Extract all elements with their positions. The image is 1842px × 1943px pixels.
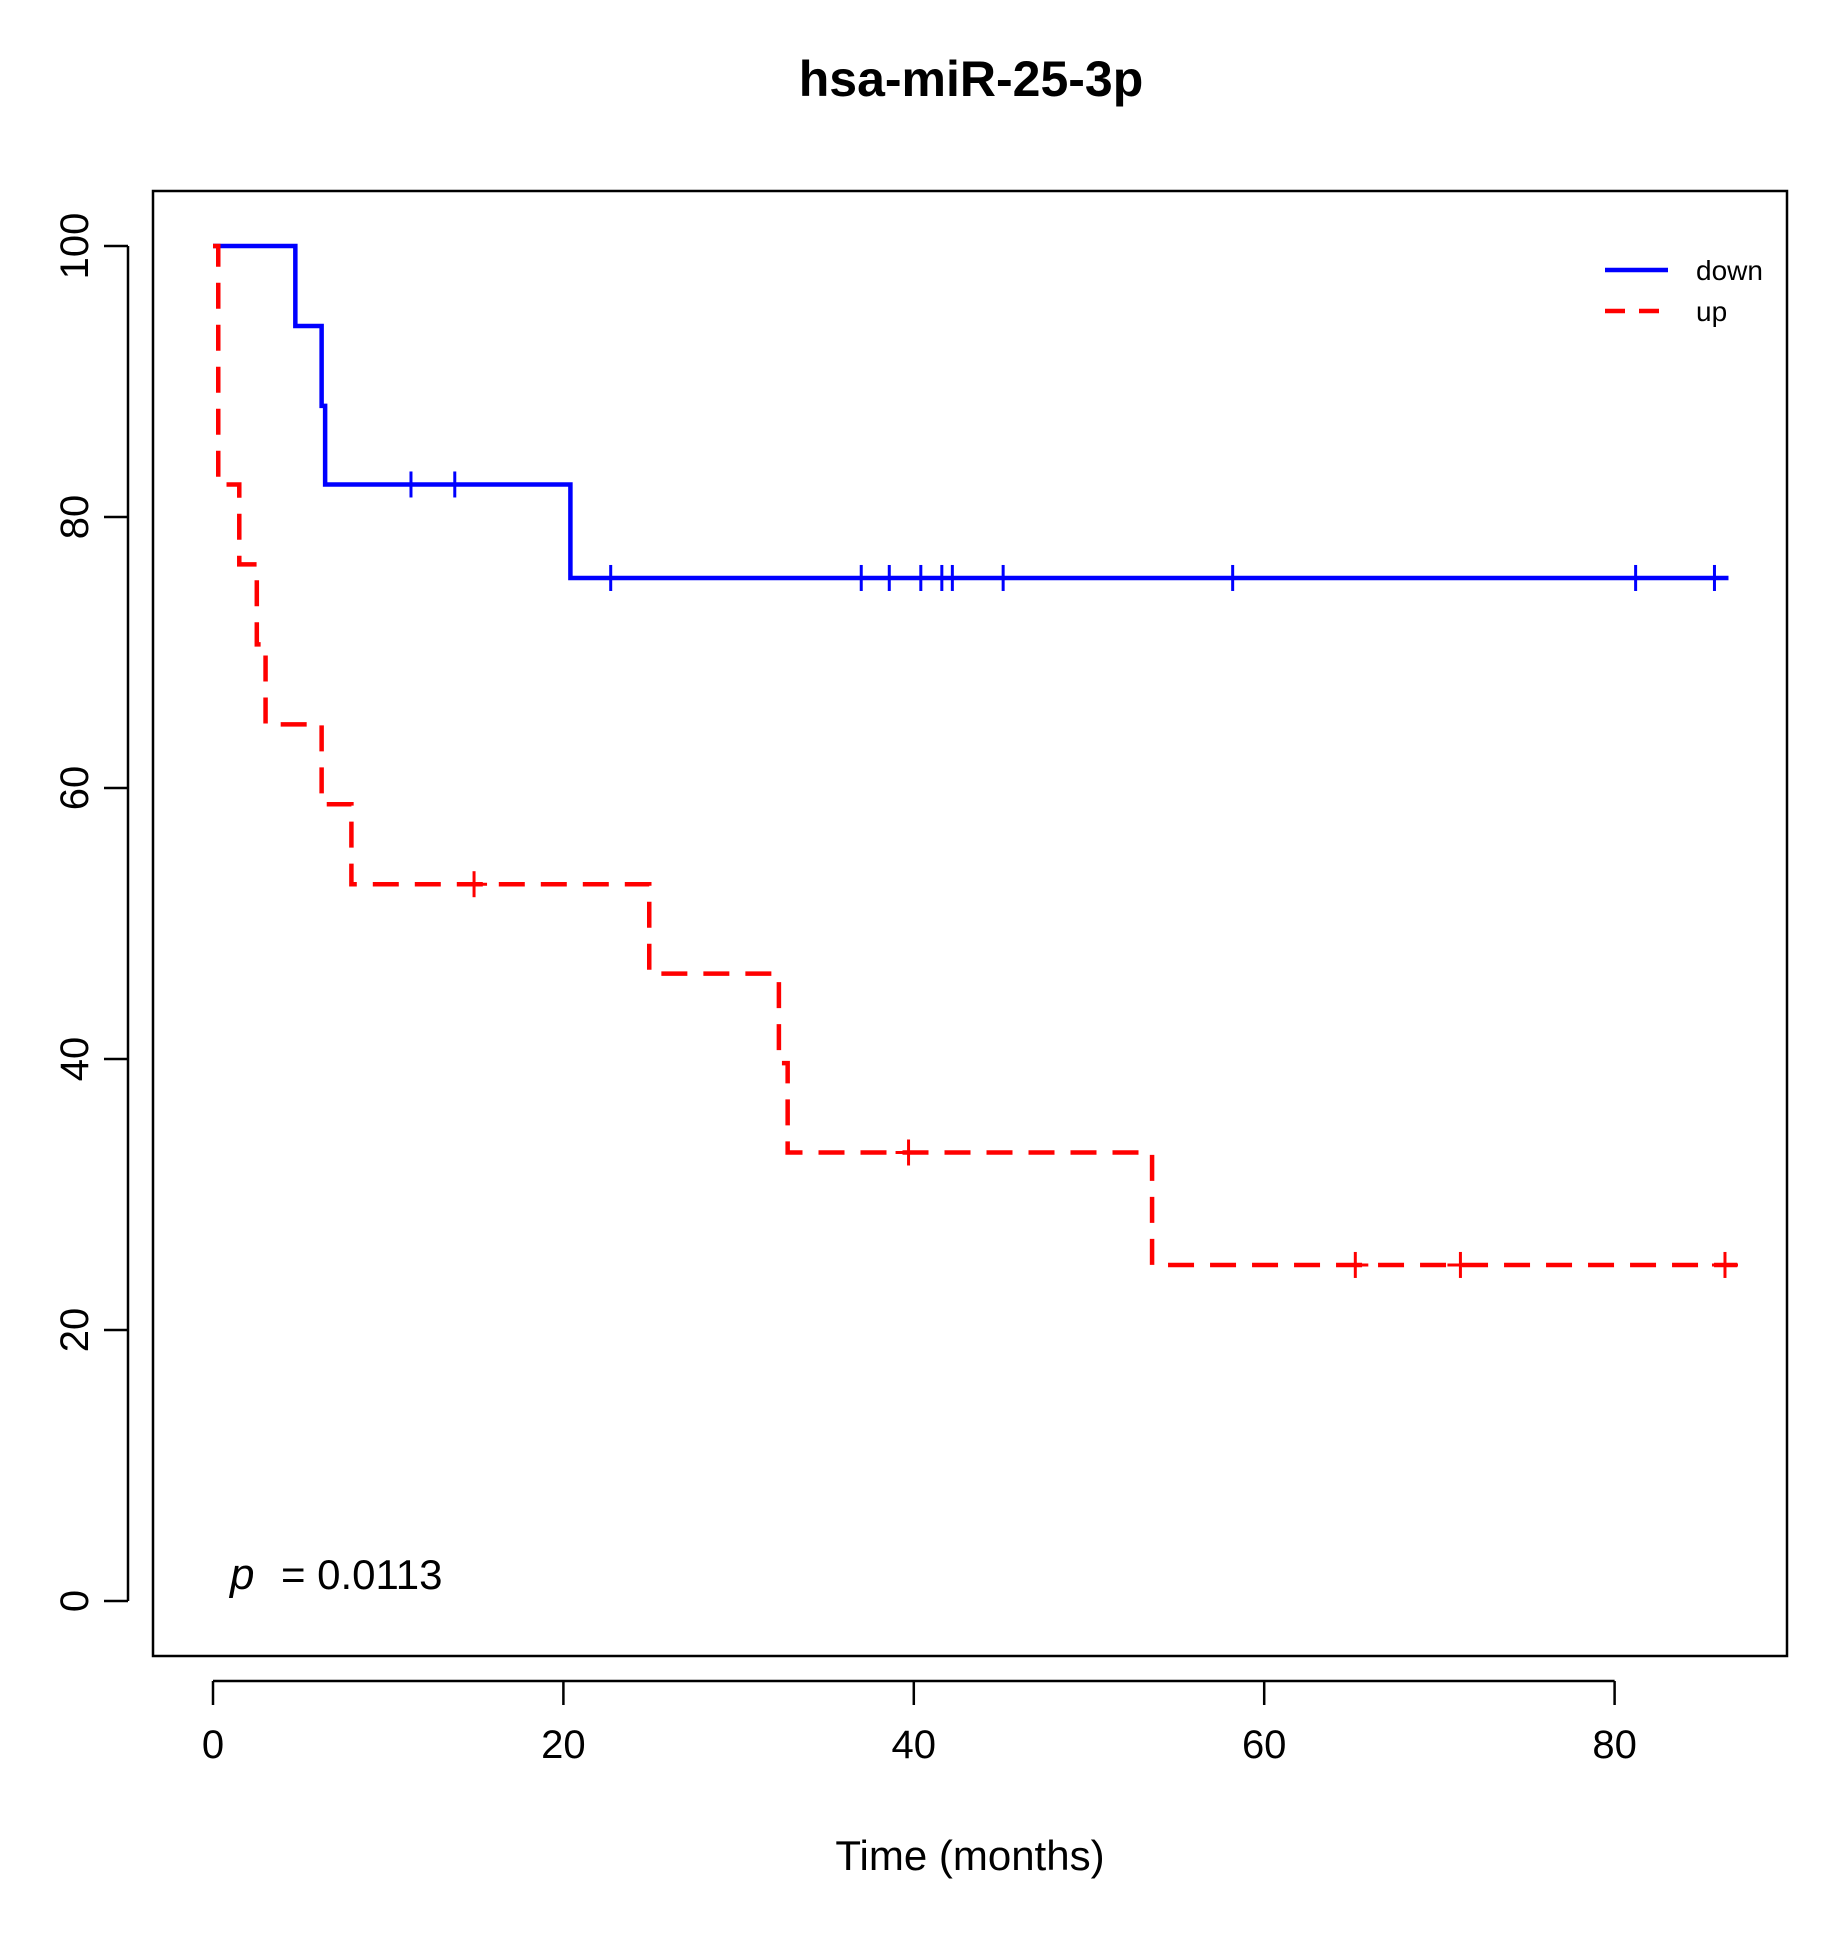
plot-frame	[151, 189, 1789, 1658]
y-tick-label: 80	[53, 495, 97, 540]
p-value-annotation: p = 0.0113	[228, 1550, 442, 1599]
x-tick-label: 20	[541, 1723, 586, 1767]
y-axis: 0 20 40 60 80 100	[53, 213, 130, 1612]
x-axis: 0 20 40 60 80	[202, 1679, 1637, 1767]
legend: down up	[1605, 255, 1763, 327]
x-tick-label: 80	[1592, 1723, 1637, 1767]
p-symbol: p	[228, 1550, 254, 1599]
y-tick-label: 100	[53, 213, 97, 280]
y-tick-label: 0	[53, 1590, 97, 1612]
y-tick-label: 40	[53, 1037, 97, 1082]
x-tick-label: 60	[1242, 1723, 1287, 1767]
y-tick-label: 20	[53, 1308, 97, 1353]
x-axis-label: Time (months)	[835, 1832, 1104, 1879]
series-layer	[213, 243, 1738, 1278]
legend-label-up: up	[1696, 296, 1727, 327]
series-line-up	[213, 243, 1738, 1268]
chart-title: hsa-miR-25-3p	[799, 51, 1144, 107]
y-tick-label: 60	[53, 766, 97, 811]
p-value-text: = 0.0113	[281, 1551, 443, 1598]
x-tick-label: 0	[202, 1723, 224, 1767]
series-line-down	[213, 243, 1729, 581]
legend-label-down: down	[1696, 255, 1763, 286]
x-tick-label: 40	[892, 1723, 937, 1767]
